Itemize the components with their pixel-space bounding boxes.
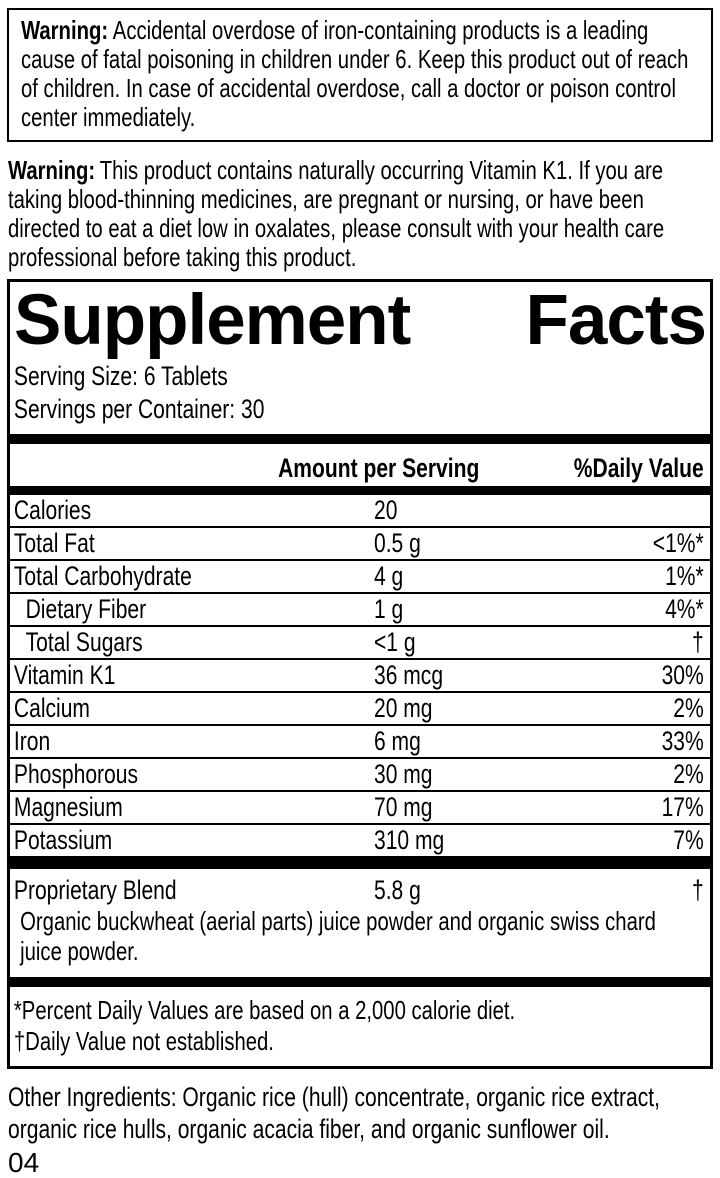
other-ingredients-text: Other Ingredients: Organic rice (hull) c…: [8, 1082, 660, 1144]
other-ingredients: Other Ingredients: Organic rice (hull) c…: [8, 1081, 712, 1145]
nutrient-name: Total Carbohydrate: [13, 561, 192, 591]
table-row: Calcium 20 mg 2%: [10, 693, 710, 726]
blend-dv: †: [692, 875, 704, 905]
footnote-percent-daily-value: *Percent Daily Values are based on a 2,0…: [13, 995, 516, 1025]
nutrient-amount: 6 mg: [373, 726, 421, 756]
iron-warning-box: Warning: Accidental overdose of iron-cont…: [7, 8, 713, 142]
table-row: Total Carbohydrate 4 g 1%*: [10, 561, 710, 594]
warning-label: Warning:: [21, 15, 109, 45]
nutrient-name: Calories: [13, 495, 92, 525]
nutrient-name: Potassium: [13, 825, 113, 855]
table-row: Magnesium 70 mg 17%: [10, 792, 710, 825]
nutrient-amount: 30 mg: [373, 759, 433, 789]
nutrient-dv: 2%: [673, 759, 704, 789]
nutrient-name: Vitamin K1: [13, 660, 116, 690]
supplement-facts-title: Supplement Facts: [14, 281, 707, 360]
table-header-row: Amount per Serving %Daily Value: [10, 444, 710, 486]
supplement-facts-panel: Supplement Facts Serving Size: 6 Tablets…: [7, 279, 713, 1069]
nutrient-dv: 17%: [661, 792, 704, 822]
nutrient-amount: 36 mcg: [373, 660, 444, 690]
nutrient-amount: 1 g: [373, 594, 404, 624]
thick-divider-bar: [10, 434, 710, 444]
thick-divider-bar: [10, 977, 710, 987]
blend-name: Proprietary Blend: [13, 875, 177, 905]
nutrient-dv: 1%*: [665, 561, 704, 591]
nutrient-dv: <1%*: [652, 528, 704, 558]
table-row: Iron 6 mg 33%: [10, 726, 710, 759]
supplement-label-page: { "colors": { "text": "#000000", "backgr…: [0, 8, 720, 1178]
nutrient-amount: 310 mg: [373, 825, 445, 855]
warning-body: This product contains naturally occurrin…: [8, 156, 665, 272]
blend-amount: 5.8 g: [373, 875, 421, 905]
serving-size: Serving Size: 6 Tablets: [13, 361, 228, 391]
warning-body: Accidental overdose of iron-containing p…: [21, 15, 689, 132]
nutrient-amount: 70 mg: [373, 792, 433, 822]
vitamin-k1-warning-text: Warning: This product contains naturally …: [8, 156, 712, 272]
proprietary-blend-section: Proprietary Blend 5.8 g † Organic buckwh…: [10, 869, 710, 977]
nutrient-name: Total Fat: [13, 528, 95, 558]
nutrient-name: Iron: [13, 726, 51, 756]
nutrient-name: Total Sugars: [25, 627, 143, 657]
table-row: Dietary Fiber 1 g 4%*: [10, 594, 710, 627]
nutrient-amount: 20: [373, 495, 398, 525]
column-header-daily-value: %Daily Value: [573, 453, 704, 483]
thick-divider-bar: [10, 486, 710, 495]
table-row: Total Sugars <1 g †: [10, 627, 710, 660]
table-row: Calories 20: [10, 495, 710, 528]
footnote-daily-value-not-established: †Daily Value not established.: [13, 1026, 274, 1056]
nutrient-amount: 4 g: [373, 561, 404, 591]
table-row: Total Fat 0.5 g <1%*: [10, 528, 710, 561]
nutrient-amount: <1 g: [373, 627, 416, 657]
nutrient-dv: †: [692, 627, 704, 657]
nutrient-table: Calories 20 Total Fat 0.5 g <1%* Total C…: [10, 495, 710, 856]
vitamin-k1-warning: Warning: This product contains naturally …: [8, 156, 712, 272]
page-number: 04: [8, 1147, 40, 1178]
nutrient-dv: 4%*: [665, 594, 704, 624]
blend-description: Organic buckwheat (aerial parts) juice p…: [20, 906, 656, 966]
servings-per-container: Servings per Container: 30: [13, 394, 265, 424]
warning-label: Warning:: [8, 156, 96, 185]
nutrient-dv: 33%: [661, 726, 704, 756]
footnotes: *Percent Daily Values are based on a 2,0…: [10, 987, 710, 1066]
column-header-amount: Amount per Serving: [278, 453, 480, 483]
table-row: Potassium 310 mg 7%: [10, 825, 710, 856]
thick-divider-bar: [10, 856, 710, 869]
nutrient-amount: 20 mg: [373, 693, 433, 723]
table-row: Vitamin K1 36 mcg 30%: [10, 660, 710, 693]
nutrient-dv: 2%: [673, 693, 704, 723]
nutrient-name: Dietary Fiber: [25, 594, 147, 624]
table-row: Phosphorous 30 mg 2%: [10, 759, 710, 792]
nutrient-dv: 7%: [673, 825, 704, 855]
nutrient-dv: 30%: [661, 660, 704, 690]
serving-info: Serving Size: 6 Tablets Servings per Con…: [10, 360, 710, 426]
nutrient-name: Calcium: [13, 693, 90, 723]
nutrient-name: Phosphorous: [13, 759, 139, 789]
nutrient-name: Magnesium: [13, 792, 123, 822]
nutrient-amount: 0.5 g: [373, 528, 421, 558]
iron-warning-text: Warning: Accidental overdose of iron-cont…: [21, 16, 699, 132]
proprietary-blend-row: Proprietary Blend 5.8 g †: [10, 869, 710, 906]
